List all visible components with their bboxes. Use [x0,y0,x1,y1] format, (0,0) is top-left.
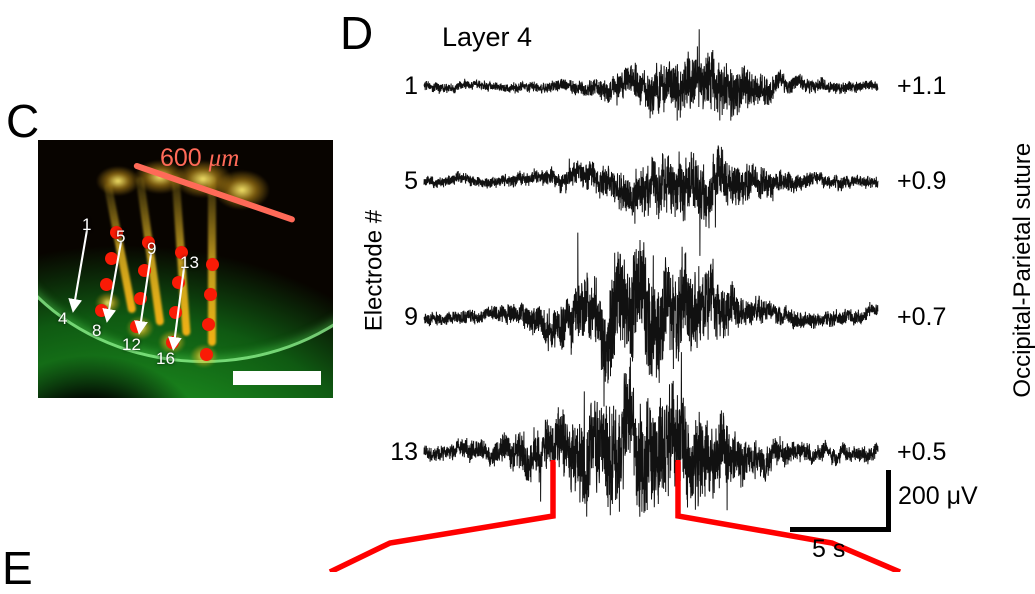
time-scalebar-label: 5 s [812,535,846,563]
micrograph-panel-c: 600 μm 1 4 5 8 9 12 13 16 [38,140,333,398]
electrode-number-label: 1 [404,72,418,100]
electrode-dot [200,348,213,361]
cortical-surface-curve [38,140,333,363]
distance-label: +0.9 [897,167,947,195]
shank-top-label: 1 [82,215,92,234]
lfp-traces [423,29,879,517]
electrode-dot [110,226,123,239]
lfp-trace [423,232,879,407]
shank-bottom-label: 8 [92,321,102,340]
distance-label: +0.5 [897,438,947,466]
shank-top-label: 5 [116,227,126,246]
electrode-number-label: 9 [404,303,418,331]
voltage-scalebar [886,470,891,532]
electrode-dot [204,288,217,301]
lfp-trace [423,29,879,121]
distance-label: +1.1 [897,72,947,100]
scale-unit-um: μm [208,145,240,172]
lfp-trace [423,145,879,256]
distance-label: +0.7 [897,303,947,331]
electrode-dot [142,236,155,249]
panel-label-c: C [6,95,40,147]
surface-glow-1 [96,166,140,196]
panel-label-e: E [2,542,33,594]
scale-label-600um: 600 μm [160,144,240,172]
shank-bottom-label: 16 [156,349,175,368]
scale-bar [233,371,321,385]
time-scalebar [790,527,890,532]
electrode-dot [206,258,219,271]
shank-bottom-label: 4 [58,309,68,328]
layer4-annotation: Layer 4 [442,22,533,52]
electrode-number-label: 5 [404,167,418,195]
electrode-number-label: 13 [390,438,418,466]
electrode-dot [175,246,188,259]
lfp-trace [423,352,879,517]
electrode-dot [202,318,215,331]
panel-label-d: D [340,7,374,59]
shank-top-label: 9 [147,239,157,258]
voltage-scalebar-label: 200 μV [898,482,978,510]
shank-bottom-label: 12 [122,335,141,354]
shank-top-label: 13 [180,253,199,272]
scale-value-600: 600 [160,144,202,172]
